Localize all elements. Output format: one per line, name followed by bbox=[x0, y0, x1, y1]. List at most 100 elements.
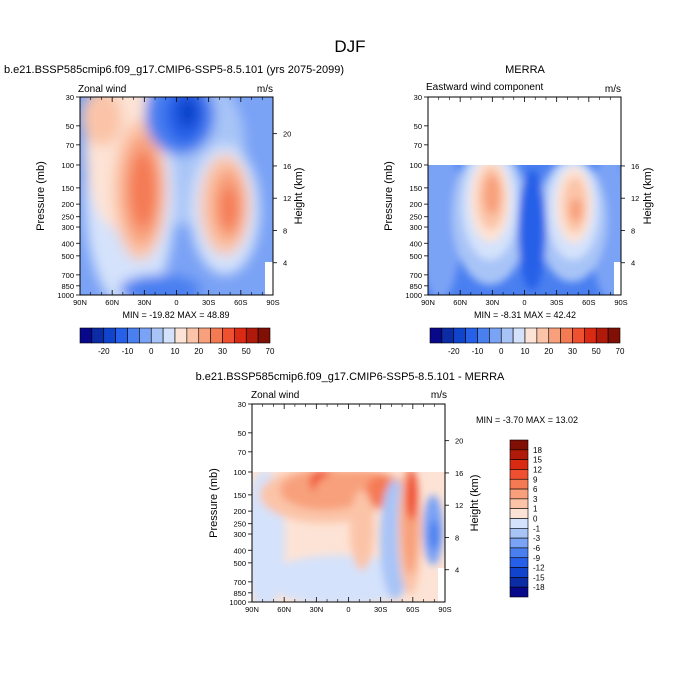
figure-title: DJF bbox=[334, 37, 365, 56]
colorbar-label: -10 bbox=[472, 347, 484, 356]
colorbar-swatch bbox=[509, 586, 529, 598]
y-tick-label: 500 bbox=[409, 252, 422, 261]
height-tick-label: 8 bbox=[631, 226, 635, 235]
y-tick-label: 70 bbox=[66, 141, 74, 150]
colorbar-label: 1 bbox=[533, 505, 538, 514]
y-tick-label: 1000 bbox=[405, 291, 422, 300]
colorbar-swatch bbox=[560, 327, 573, 344]
y-tick-label: 400 bbox=[233, 546, 246, 555]
y-tick-label: 850 bbox=[233, 589, 246, 598]
panel-difference-y-axis-label: Pressure (mb) bbox=[208, 468, 220, 538]
colorbar-swatch bbox=[465, 327, 478, 344]
colorbar-swatch bbox=[500, 327, 514, 344]
y-tick-label: 700 bbox=[233, 578, 246, 587]
height-tick-label: 8 bbox=[455, 533, 459, 542]
colorbar-label: 10 bbox=[521, 347, 530, 356]
colorbar-label: 20 bbox=[544, 347, 553, 356]
colorbar-swatch bbox=[477, 327, 490, 344]
y-tick-label: 250 bbox=[233, 520, 246, 529]
panel-model-colorbar: -20 -10 0 10 20 30 50 70 bbox=[79, 327, 275, 356]
panel-model-field bbox=[80, 97, 273, 295]
panel-difference-field bbox=[252, 472, 445, 602]
y-tick-label: 1000 bbox=[57, 291, 74, 300]
panel-obs-field bbox=[428, 165, 621, 295]
y-tick-label: 30 bbox=[414, 93, 422, 102]
x-tick-label: 60S bbox=[234, 298, 247, 307]
colorbar-swatch bbox=[509, 449, 529, 460]
colorbar-swatch bbox=[453, 327, 466, 344]
colorbar-swatch bbox=[509, 439, 529, 451]
colorbar-swatch bbox=[91, 327, 105, 344]
panel-difference-axes: 305070100150200250300400500700850100090N… bbox=[229, 400, 463, 614]
colorbar-swatch bbox=[489, 327, 502, 344]
height-tick-label: 20 bbox=[455, 437, 463, 446]
y-tick-label: 200 bbox=[409, 200, 422, 209]
colorbar-label: 50 bbox=[592, 347, 601, 356]
x-tick-label: 30N bbox=[485, 298, 499, 307]
colorbar-swatch bbox=[115, 327, 128, 344]
colorbar-swatch bbox=[509, 508, 529, 519]
colorbar-swatch bbox=[509, 469, 529, 480]
x-tick-label: 30S bbox=[550, 298, 563, 307]
colorbar-swatch bbox=[536, 327, 550, 344]
colorbar-label: 70 bbox=[266, 347, 275, 356]
panel-obs-min-max: MIN = -8.31 MAX = 42.42 bbox=[474, 310, 576, 320]
colorbar-swatch bbox=[257, 327, 271, 344]
y-tick-label: 100 bbox=[409, 161, 422, 170]
colorbar-swatch bbox=[572, 327, 585, 344]
colorbar-swatch bbox=[429, 327, 443, 344]
colorbar-swatch bbox=[509, 478, 529, 490]
x-tick-label: 90N bbox=[245, 605, 259, 614]
colorbar-swatch bbox=[509, 577, 529, 588]
x-tick-label: 30N bbox=[137, 298, 151, 307]
colorbar-label: 0 bbox=[499, 347, 504, 356]
colorbar-swatch bbox=[524, 327, 538, 344]
x-tick-label: 90S bbox=[438, 605, 451, 614]
height-tick-label: 12 bbox=[631, 194, 639, 203]
panel-obs-y-axis-label: Pressure (mb) bbox=[383, 161, 395, 231]
colorbar-label: 9 bbox=[533, 475, 538, 484]
colorbar-label: -12 bbox=[533, 564, 545, 573]
x-tick-label: 0 bbox=[522, 298, 526, 307]
x-tick-label: 60N bbox=[105, 298, 119, 307]
colorbar-swatch bbox=[509, 498, 529, 509]
colorbar-swatch bbox=[103, 327, 116, 344]
height-tick-label: 12 bbox=[283, 194, 291, 203]
y-tick-label: 150 bbox=[233, 491, 246, 500]
colorbar-swatch bbox=[441, 327, 455, 344]
colorbar-label: 3 bbox=[533, 495, 538, 504]
colorbar-swatch bbox=[509, 537, 529, 549]
colorbar-label: 30 bbox=[568, 347, 577, 356]
colorbar-label: -20 bbox=[448, 347, 460, 356]
colorbar-swatch bbox=[139, 327, 152, 344]
colorbar-label: 20 bbox=[194, 347, 203, 356]
y-tick-label: 300 bbox=[61, 223, 74, 232]
x-tick-label: 60S bbox=[406, 605, 419, 614]
panel-difference-title: b.e21.BSSP585cmip6.f09_g17.CMIP6-SSP5-8.… bbox=[196, 371, 505, 383]
colorbar-swatch bbox=[548, 327, 561, 344]
x-tick-label: 0 bbox=[346, 605, 350, 614]
panel-obs-colorbar: -20 -10 0 10 20 30 50 70 bbox=[429, 327, 625, 356]
colorbar-label: -9 bbox=[533, 554, 541, 563]
colorbar-swatch bbox=[509, 528, 529, 539]
x-tick-label: 30S bbox=[374, 605, 387, 614]
y-tick-label: 70 bbox=[414, 141, 422, 150]
x-tick-label: 60N bbox=[277, 605, 291, 614]
y-tick-label: 500 bbox=[233, 559, 246, 568]
height-tick-label: 4 bbox=[631, 259, 635, 268]
x-tick-label: 90S bbox=[266, 298, 279, 307]
colorbar-swatch bbox=[509, 459, 529, 470]
colorbar-label: 30 bbox=[218, 347, 227, 356]
y-tick-label: 30 bbox=[238, 400, 246, 409]
colorbar-label: 70 bbox=[616, 347, 625, 356]
panel-obs-right-axis-label: Height (km) bbox=[642, 168, 654, 225]
panel-difference-field-label: Zonal wind bbox=[251, 390, 299, 401]
y-tick-label: 850 bbox=[409, 282, 422, 291]
panel-obs-units-label: m/s bbox=[605, 84, 621, 95]
colorbar-swatch bbox=[595, 327, 609, 344]
y-tick-label: 50 bbox=[238, 429, 246, 438]
panel-difference-min-max: MIN = -3.70 MAX = 13.02 bbox=[476, 415, 578, 425]
colorbar-swatch bbox=[162, 327, 176, 344]
height-tick-label: 16 bbox=[283, 162, 291, 171]
